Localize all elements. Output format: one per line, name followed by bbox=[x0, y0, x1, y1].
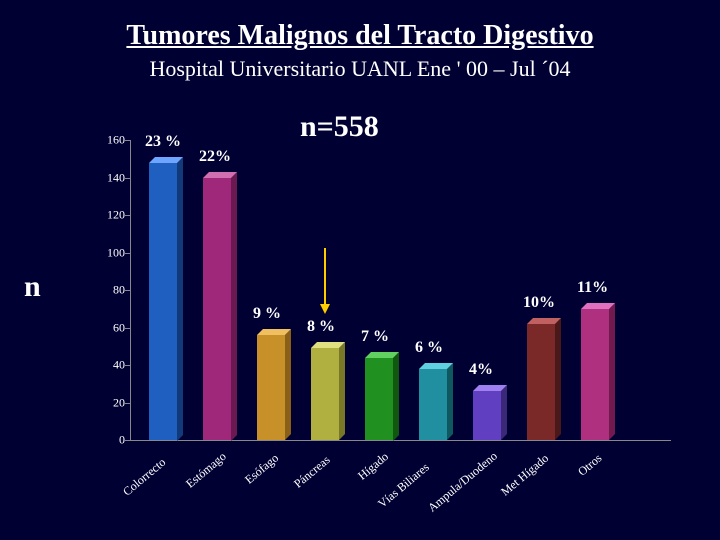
y-tick-label: 20 bbox=[95, 395, 125, 410]
y-tick-label: 160 bbox=[95, 133, 125, 148]
bar-side bbox=[447, 363, 453, 440]
category-label: Esófago bbox=[242, 451, 282, 488]
bar-percent-label: 6 % bbox=[415, 339, 443, 357]
bar-percent-label: 23 % bbox=[145, 133, 181, 151]
bar bbox=[473, 391, 507, 440]
y-tick-label: 40 bbox=[95, 358, 125, 373]
bar-percent-label: 7 % bbox=[361, 328, 389, 346]
bar-side bbox=[177, 157, 183, 441]
bar-side bbox=[501, 385, 507, 440]
bar-top bbox=[527, 318, 561, 324]
y-tick-label: 100 bbox=[95, 245, 125, 260]
arrow-line bbox=[324, 248, 326, 304]
y-tick bbox=[125, 403, 131, 404]
bar-chart: 02040608010012014016023 %Colorrecto22%Es… bbox=[100, 140, 670, 460]
category-label: Met Hígado bbox=[498, 451, 552, 500]
bar-face bbox=[581, 309, 609, 440]
category-label: Otros bbox=[575, 451, 605, 480]
arrow-head-icon bbox=[320, 304, 330, 314]
bar-face bbox=[365, 358, 393, 441]
bar bbox=[257, 335, 291, 440]
category-label: Páncreas bbox=[291, 452, 333, 491]
y-tick-label: 140 bbox=[95, 170, 125, 185]
bar-percent-label: 9 % bbox=[253, 305, 281, 323]
y-tick bbox=[125, 440, 131, 441]
bar-top bbox=[419, 363, 453, 369]
bar-side bbox=[285, 329, 291, 440]
y-tick-label: 120 bbox=[95, 208, 125, 223]
y-tick-label: 80 bbox=[95, 283, 125, 298]
y-tick bbox=[125, 290, 131, 291]
bar bbox=[311, 348, 345, 440]
bar-face bbox=[473, 391, 501, 440]
bar-side bbox=[231, 172, 237, 441]
bar bbox=[581, 309, 615, 440]
y-tick-label: 60 bbox=[95, 320, 125, 335]
bar bbox=[365, 358, 399, 441]
bar-top bbox=[203, 172, 237, 178]
bar-side bbox=[393, 352, 399, 441]
bar-face bbox=[149, 163, 177, 441]
bar-percent-label: 11% bbox=[577, 279, 608, 297]
bar-top bbox=[365, 352, 399, 358]
chart-subtitle: Hospital Universitario UANL Ene ' 00 – J… bbox=[0, 56, 720, 82]
chart-title: Tumores Malignos del Tracto Digestivo bbox=[0, 20, 720, 52]
bar-side bbox=[555, 318, 561, 440]
y-tick bbox=[125, 140, 131, 141]
category-label: Estómago bbox=[183, 449, 229, 491]
bar-percent-label: 22% bbox=[199, 148, 231, 166]
y-tick bbox=[125, 215, 131, 216]
bar bbox=[203, 178, 237, 441]
bar-top bbox=[581, 303, 615, 309]
n-total-label: n=558 bbox=[300, 110, 379, 144]
bar-face bbox=[257, 335, 285, 440]
plot-area: 02040608010012014016023 %Colorrecto22%Es… bbox=[130, 140, 671, 441]
y-tick-label: 0 bbox=[95, 433, 125, 448]
bar-face bbox=[527, 324, 555, 440]
bar-face bbox=[203, 178, 231, 441]
slide: Tumores Malignos del Tracto Digestivo Ho… bbox=[0, 0, 720, 540]
y-tick bbox=[125, 253, 131, 254]
bar-side bbox=[339, 342, 345, 440]
bar-face bbox=[419, 369, 447, 440]
bar bbox=[149, 163, 183, 441]
bar-percent-label: 10% bbox=[523, 294, 555, 312]
bar-top bbox=[257, 329, 291, 335]
y-tick bbox=[125, 328, 131, 329]
arrow-annotation bbox=[320, 248, 330, 314]
category-label: Ampula/Duodeno bbox=[425, 449, 501, 516]
category-label: Colorrecto bbox=[120, 455, 169, 499]
bar bbox=[527, 324, 561, 440]
y-tick bbox=[125, 365, 131, 366]
category-label: Hígado bbox=[355, 449, 392, 483]
bar-face bbox=[311, 348, 339, 440]
bar-side bbox=[609, 303, 615, 440]
y-axis-label: n bbox=[24, 270, 41, 304]
bar-percent-label: 4% bbox=[469, 361, 493, 379]
bar bbox=[419, 369, 453, 440]
bar-top bbox=[149, 157, 183, 163]
bar-percent-label: 8 % bbox=[307, 318, 335, 336]
y-tick bbox=[125, 178, 131, 179]
